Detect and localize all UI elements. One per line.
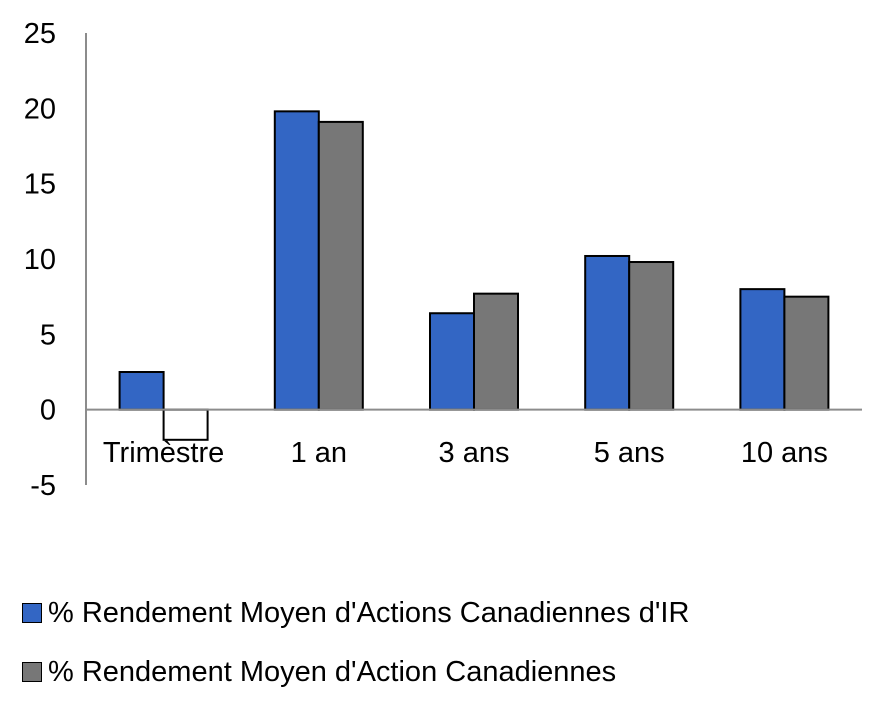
legend-swatch-ir	[22, 603, 42, 623]
legend-label-ir: % Rendement Moyen d'Actions Canadiennes …	[48, 597, 690, 629]
y-tick-label: 25	[24, 18, 56, 50]
bar-series2-3	[628, 261, 675, 411]
x-tick-label: 3 ans	[439, 437, 510, 469]
bars-group	[118, 110, 830, 441]
bar-chart: 25 20 15 10 5 0 -5 Trimèstre 1 an 3 ans 5 ans 10 a…	[24, 18, 862, 502]
y-tick-label: 20	[24, 93, 56, 125]
y-tick-label: 15	[24, 169, 56, 201]
bar-series2-4	[783, 295, 830, 411]
bar-series1-4	[739, 288, 786, 411]
bar-series1-3	[584, 254, 631, 411]
y-tick-label: 10	[24, 244, 56, 276]
x-tick-label: 1 an	[291, 437, 347, 469]
bar-series1-0	[118, 371, 165, 411]
bar-series1-1	[273, 110, 320, 411]
legend-item-ir: % Rendement Moyen d'Actions Canadiennes …	[22, 595, 689, 631]
legend-item-canadiennes: % Rendement Moyen d'Action Canadiennes	[22, 654, 689, 690]
legend-swatch-canadiennes	[22, 662, 42, 682]
legend: % Rendement Moyen d'Actions Canadiennes …	[22, 595, 689, 713]
bar-series2-2	[473, 292, 519, 411]
bar-series2-1	[317, 120, 364, 411]
x-tick-label: 5 ans	[594, 437, 665, 469]
y-tick-label: 5	[40, 319, 56, 351]
y-tick-labels: 25 20 15 10 5 0 -5	[24, 18, 56, 502]
x-tick-label: Trimèstre	[103, 437, 224, 469]
bar-series2-0	[162, 408, 209, 441]
y-tick-label: 0	[40, 395, 56, 427]
y-tick-label: -5	[30, 470, 56, 502]
x-tick-labels: Trimèstre 1 an 3 ans 5 ans 10 ans	[103, 437, 828, 469]
bar-series1-2	[429, 312, 475, 411]
x-tick-label: 10 ans	[741, 437, 828, 469]
legend-label-canadiennes: % Rendement Moyen d'Action Canadiennes	[48, 656, 617, 688]
